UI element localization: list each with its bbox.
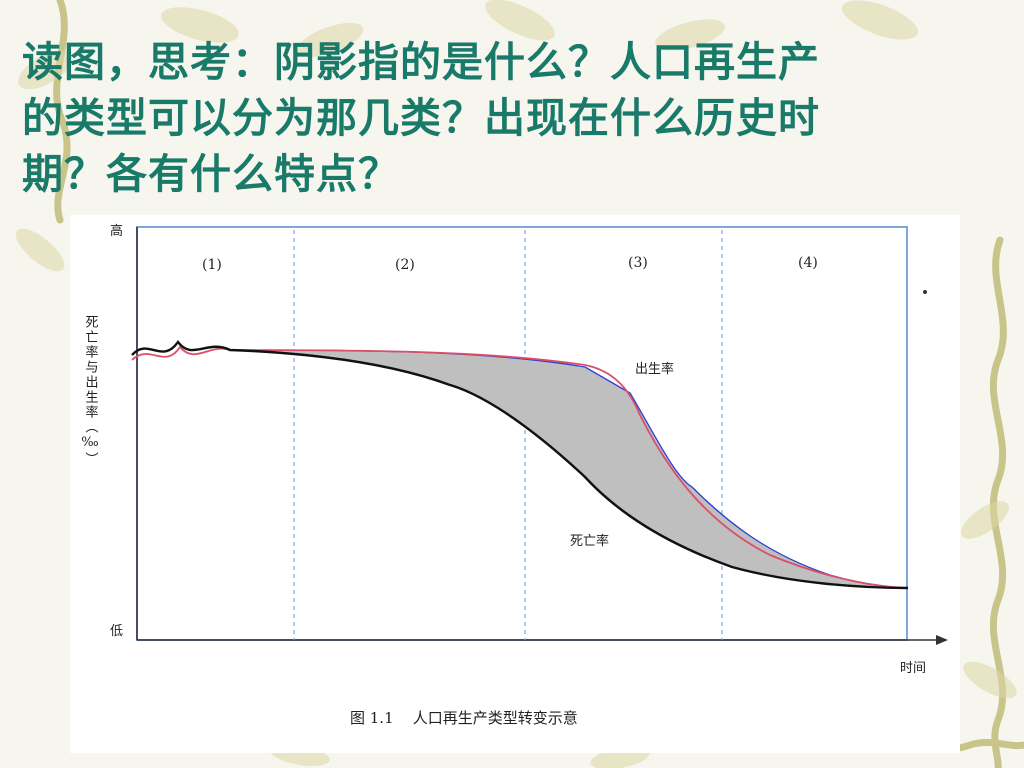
- population-transition-figure: 高 低 死亡率与出生率（‰） 时间 (1) (2) (3) (4) 出生率 死亡…: [70, 215, 960, 753]
- natural-growth-shaded-area: [229, 349, 909, 589]
- birth-rate-label: 出生率: [635, 361, 674, 377]
- stray-dot: [923, 290, 927, 294]
- figure-caption: 图 1.1 人口再生产类型转变示意: [350, 709, 578, 727]
- x-axis-arrow: [936, 635, 948, 645]
- stage-label-2: (2): [395, 257, 415, 273]
- x-axis-label: 时间: [900, 661, 926, 676]
- y-high-label: 高: [110, 223, 123, 239]
- death-rate-curve: [131, 339, 909, 590]
- slide-title: 读图，思考：阴影指的是什么？人口再生产 的类型可以分为那几类？出现在什么历史时 …: [22, 34, 1012, 202]
- slide-title-line-2: 的类型可以分为那几类？出现在什么历史时: [22, 94, 820, 142]
- slide-title-line-3: 期？各有什么特点？: [22, 150, 400, 198]
- stage-label-3: (3): [628, 255, 648, 271]
- slide-title-line-1: 读图，思考：阴影指的是什么？人口再生产: [22, 38, 820, 86]
- stage-label-4: (4): [798, 255, 818, 271]
- vine-top-left: [53, 0, 71, 224]
- y-low-label: 低: [110, 624, 123, 639]
- death-rate-label: 死亡率: [570, 533, 609, 549]
- stage-label-1: (1): [202, 257, 222, 273]
- population-transition-diagram: 高 低 死亡率与出生率（‰） 时间 (1) (2) (3) (4) 出生率 死亡…: [81, 223, 948, 727]
- y-axis-label: 死亡率与出生率（‰）: [81, 315, 98, 467]
- birth-rate-curve: [131, 345, 909, 589]
